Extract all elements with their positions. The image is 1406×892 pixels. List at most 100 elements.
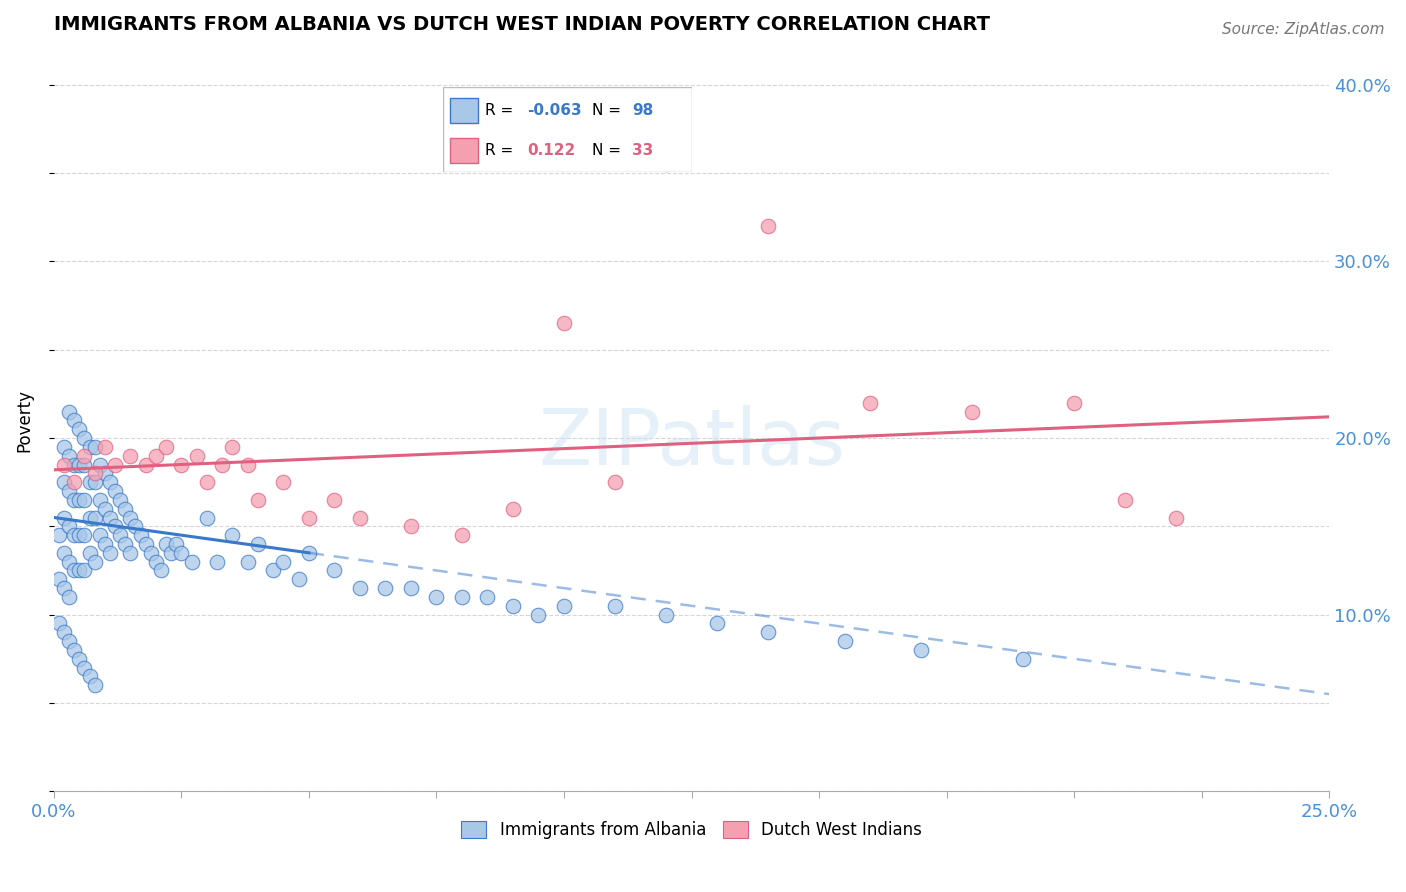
Point [834, 634, 856, 648]
Point [603, 599, 626, 613]
Point [160, 546, 183, 560]
Point [73, 528, 96, 542]
Point [98, 510, 121, 524]
Point [48, 528, 70, 542]
Point [94, 537, 117, 551]
Point [221, 528, 243, 542]
Point [67, 652, 90, 666]
Point [910, 643, 932, 657]
Point [1114, 492, 1136, 507]
Point [73, 458, 96, 472]
Point [58, 449, 80, 463]
Point [262, 564, 284, 578]
Point [94, 440, 117, 454]
Point [83, 510, 105, 524]
Point [374, 581, 396, 595]
Point [960, 404, 983, 418]
Point [236, 458, 259, 472]
Point [186, 449, 208, 463]
Point [79, 669, 101, 683]
Point [67, 458, 90, 472]
Point [58, 483, 80, 498]
Point [48, 572, 70, 586]
Point [139, 546, 162, 560]
Point [1166, 510, 1188, 524]
Point [129, 528, 152, 542]
Point [83, 475, 105, 490]
Point [1063, 395, 1085, 409]
Point [502, 599, 524, 613]
Point [67, 564, 90, 578]
Point [287, 572, 309, 586]
Point [211, 458, 233, 472]
Point [756, 219, 779, 233]
Point [603, 475, 626, 490]
Point [425, 590, 447, 604]
Point [180, 555, 202, 569]
Point [104, 519, 127, 533]
Point [53, 625, 76, 640]
Point [73, 492, 96, 507]
Point [859, 395, 882, 409]
Point [477, 590, 499, 604]
Point [63, 528, 86, 542]
Point [114, 537, 136, 551]
Y-axis label: Poverty: Poverty [15, 389, 32, 452]
Point [53, 581, 76, 595]
Point [58, 519, 80, 533]
Point [155, 440, 177, 454]
Point [120, 449, 142, 463]
Point [349, 510, 371, 524]
Point [120, 510, 142, 524]
Point [170, 458, 193, 472]
Point [89, 528, 111, 542]
Point [67, 528, 90, 542]
Point [58, 590, 80, 604]
Point [655, 607, 678, 622]
Point [323, 564, 346, 578]
Point [79, 475, 101, 490]
Point [323, 492, 346, 507]
Point [298, 546, 321, 560]
Point [124, 519, 146, 533]
Point [63, 564, 86, 578]
Point [94, 467, 117, 481]
Point [399, 519, 422, 533]
Point [155, 537, 177, 551]
Point [58, 634, 80, 648]
Text: ZIPatlas: ZIPatlas [538, 405, 845, 481]
Point [135, 458, 157, 472]
Text: IMMIGRANTS FROM ALBANIA VS DUTCH WEST INDIAN POVERTY CORRELATION CHART: IMMIGRANTS FROM ALBANIA VS DUTCH WEST IN… [53, 15, 990, 34]
Point [63, 413, 86, 427]
Point [120, 546, 142, 560]
Point [114, 501, 136, 516]
Point [98, 475, 121, 490]
Point [246, 492, 269, 507]
Point [756, 625, 779, 640]
Point [79, 510, 101, 524]
Point [655, 157, 678, 171]
Text: Source: ZipAtlas.com: Source: ZipAtlas.com [1222, 22, 1385, 37]
Point [79, 440, 101, 454]
Point [63, 643, 86, 657]
Point [205, 555, 228, 569]
Point [221, 440, 243, 454]
Point [149, 564, 172, 578]
Point [145, 449, 167, 463]
Point [63, 458, 86, 472]
Point [1012, 652, 1035, 666]
Point [83, 555, 105, 569]
Point [67, 422, 90, 436]
Point [165, 537, 187, 551]
Point [73, 564, 96, 578]
Point [53, 440, 76, 454]
Point [53, 475, 76, 490]
Point [108, 528, 131, 542]
Point [273, 555, 295, 569]
Point [58, 555, 80, 569]
Point [451, 590, 474, 604]
Point [83, 467, 105, 481]
Point [53, 510, 76, 524]
Point [236, 555, 259, 569]
Point [73, 660, 96, 674]
